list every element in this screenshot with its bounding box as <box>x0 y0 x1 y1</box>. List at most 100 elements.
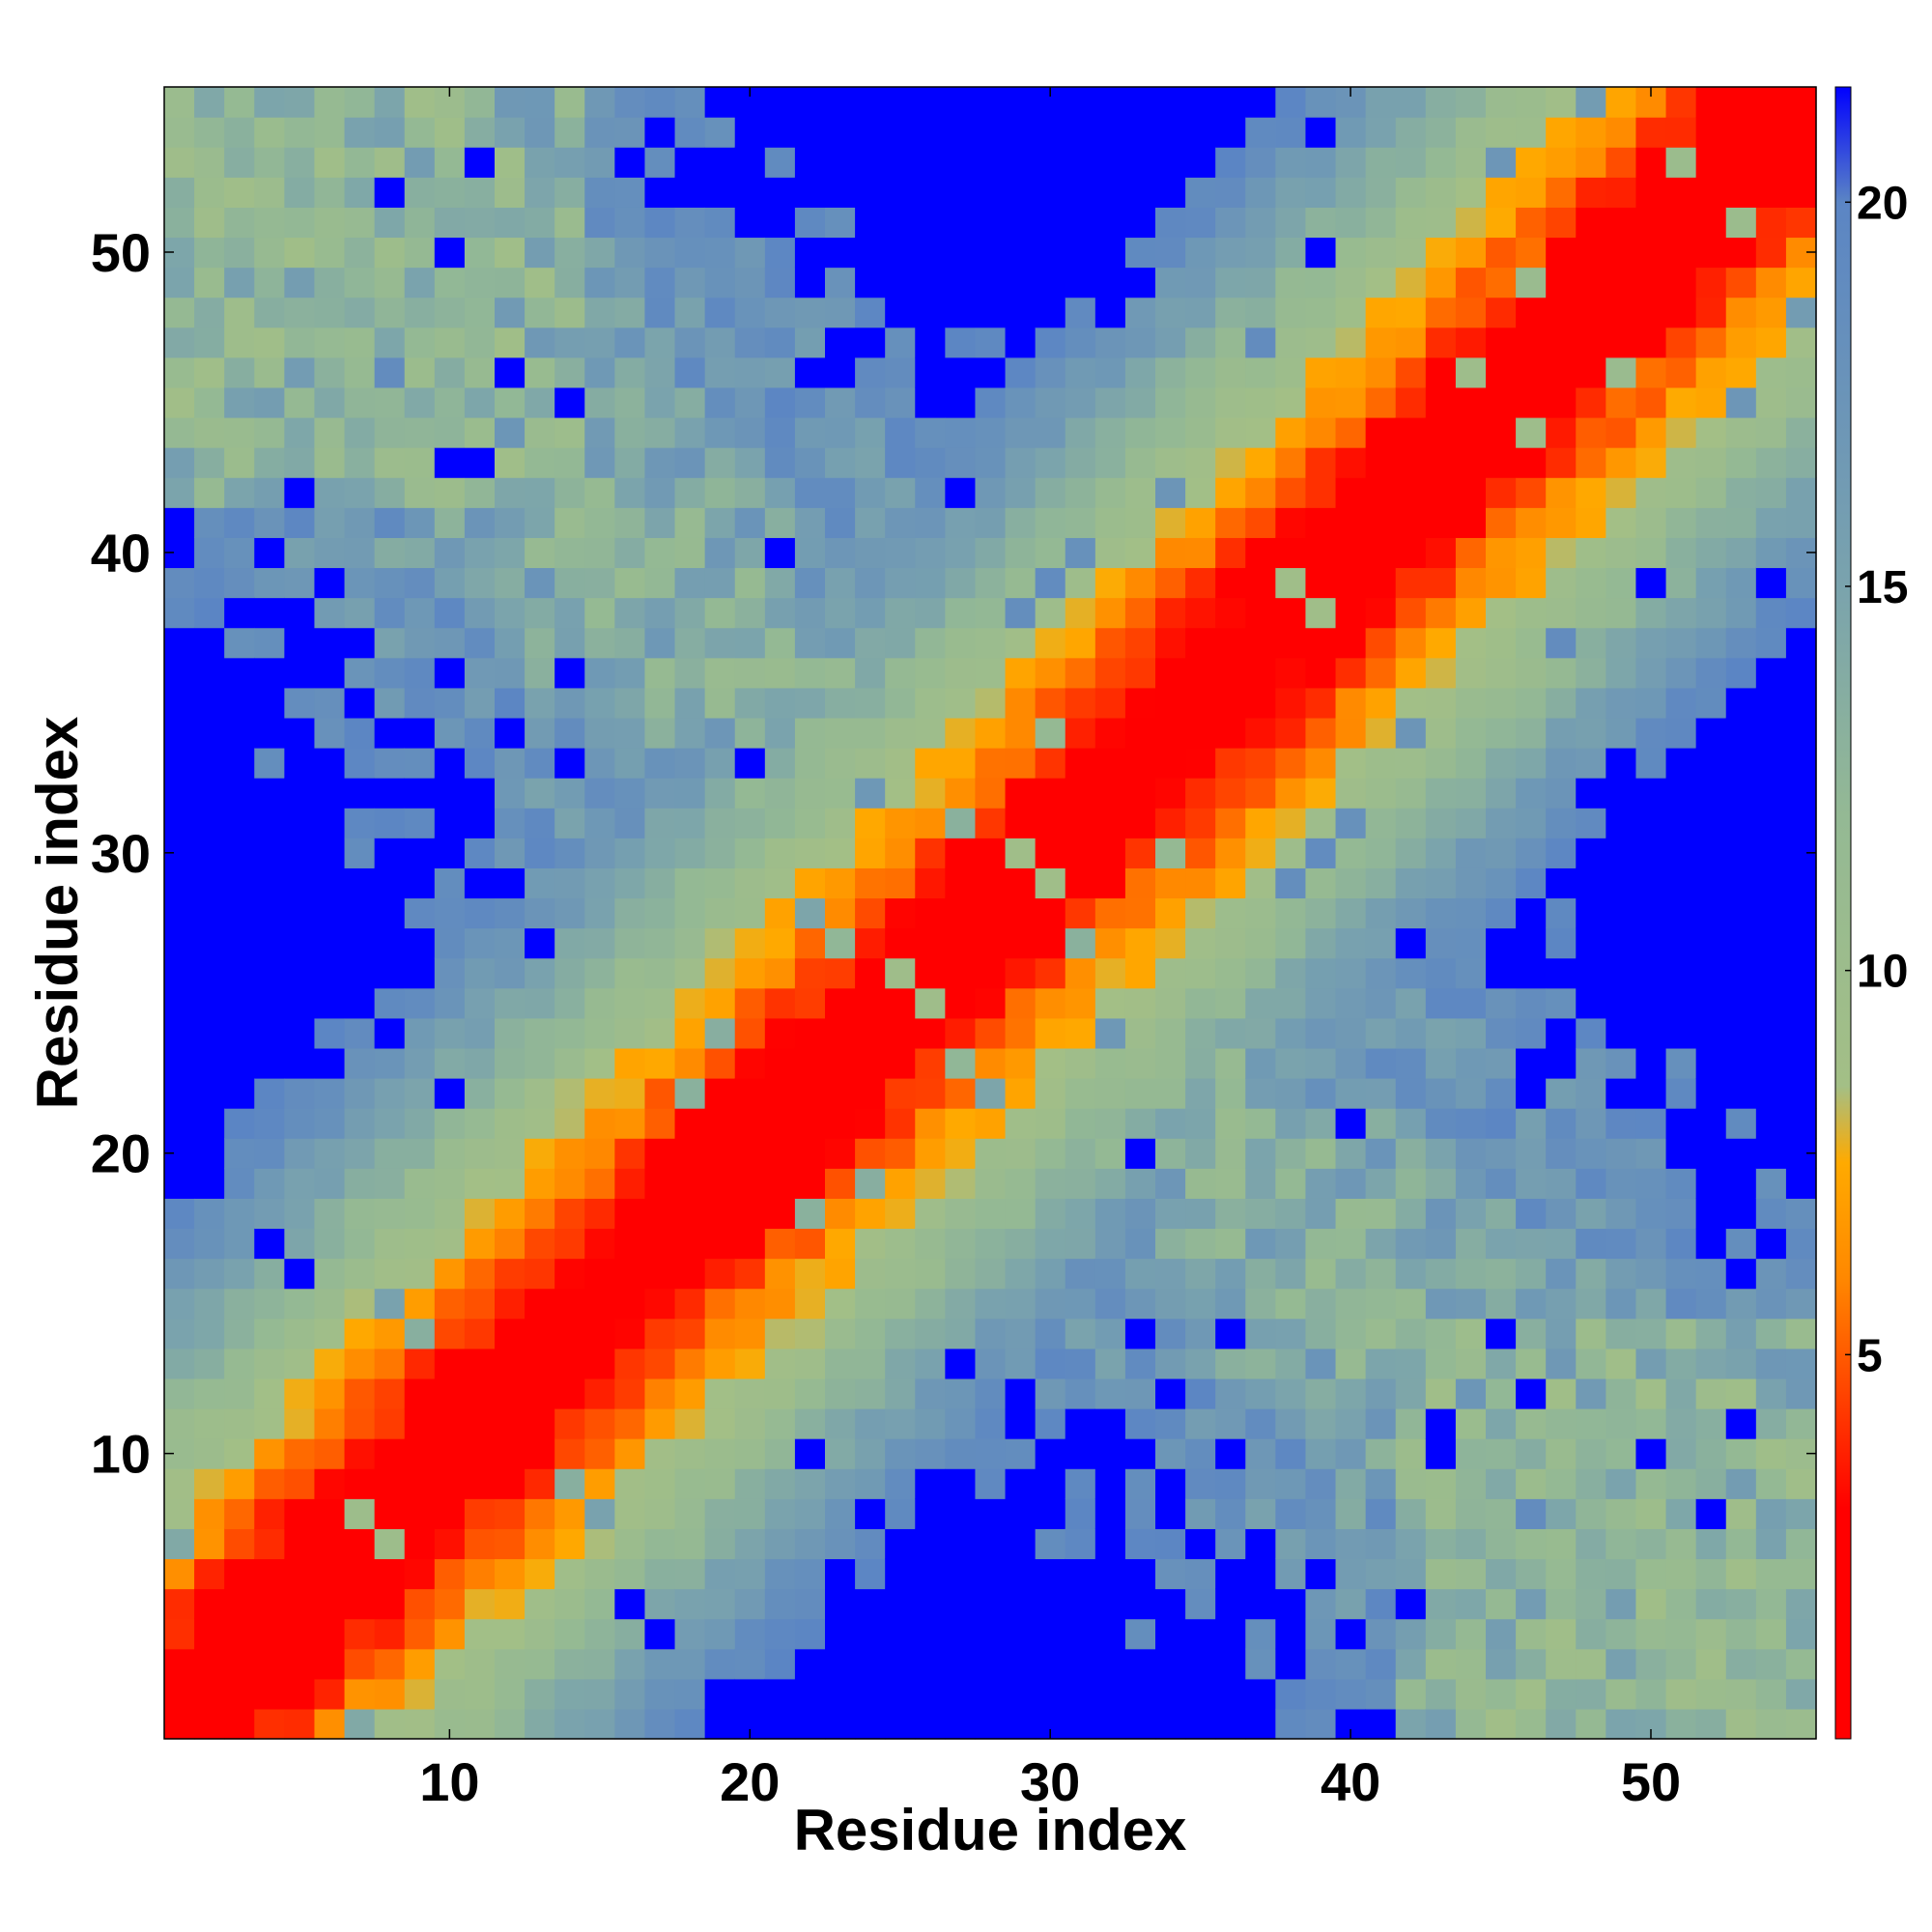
heatmap-cell <box>525 1348 555 1379</box>
heatmap-cell <box>584 657 615 689</box>
heatmap-cell <box>1005 1378 1037 1409</box>
heatmap-cell <box>915 1468 946 1499</box>
heatmap-cell <box>1155 1588 1186 1620</box>
heatmap-cell <box>734 1108 766 1139</box>
heatmap-cell <box>495 1047 526 1079</box>
heatmap-cell <box>885 897 916 929</box>
heatmap-cell <box>704 657 736 689</box>
heatmap-cell <box>734 778 766 809</box>
heatmap-cell <box>1785 267 1817 298</box>
heatmap-cell <box>1486 1228 1517 1260</box>
heatmap-cell <box>1546 147 1577 178</box>
heatmap-cell <box>1695 1378 1727 1409</box>
heatmap-cell <box>1546 1588 1577 1620</box>
heatmap-cell <box>1486 417 1517 448</box>
heatmap-cell <box>584 207 615 239</box>
heatmap-cell <box>1035 838 1066 868</box>
heatmap-cell <box>495 1648 526 1680</box>
heatmap-cell <box>554 627 585 659</box>
heatmap-cell <box>464 327 496 358</box>
heatmap-cell <box>1395 207 1427 239</box>
heatmap-cell <box>674 687 706 719</box>
heatmap-cell <box>1635 1228 1667 1260</box>
heatmap-cell <box>1725 327 1757 358</box>
heatmap-cell <box>1215 447 1246 478</box>
heatmap-cell <box>915 447 946 478</box>
heatmap-cell <box>1035 627 1066 659</box>
heatmap-cell <box>164 267 195 298</box>
heatmap-cell <box>1425 778 1457 809</box>
heatmap-cell <box>1755 927 1787 959</box>
heatmap-cell <box>1215 356 1246 388</box>
heatmap-cell <box>1245 1138 1276 1169</box>
heatmap-cell <box>404 778 436 809</box>
heatmap-cell <box>1124 417 1156 448</box>
heatmap-cell <box>1335 1288 1367 1320</box>
heatmap-cell <box>825 507 856 538</box>
heatmap-cell <box>704 687 736 719</box>
heatmap-cell <box>1395 1138 1427 1169</box>
heatmap-cell <box>525 1108 555 1139</box>
heatmap-cell <box>404 567 436 599</box>
heatmap-cell <box>1785 147 1817 178</box>
heatmap-cell <box>975 386 1007 418</box>
heatmap-cell <box>224 897 255 929</box>
heatmap-cell <box>254 1648 285 1680</box>
heatmap-cell <box>1785 477 1817 508</box>
heatmap-cell <box>825 87 856 118</box>
heatmap-cell <box>1155 1288 1186 1320</box>
heatmap-cell <box>1785 207 1817 239</box>
heatmap-cell <box>194 1528 225 1560</box>
heatmap-cell <box>344 957 376 989</box>
heatmap-cell <box>885 417 916 448</box>
heatmap-cell <box>674 356 706 388</box>
heatmap-cell <box>1005 1588 1037 1620</box>
heatmap-cell <box>1755 537 1787 569</box>
heatmap-cell <box>1546 1408 1577 1439</box>
heatmap-cell <box>1546 957 1577 989</box>
heatmap-cell <box>734 1017 766 1049</box>
heatmap-cell <box>1605 1288 1637 1320</box>
heatmap-cell <box>404 327 436 358</box>
heatmap-cell <box>734 1078 766 1109</box>
heatmap-cell <box>254 1588 285 1620</box>
heatmap-cell <box>1305 567 1337 599</box>
heatmap-cell <box>1365 1528 1397 1560</box>
heatmap-cell <box>344 1468 376 1499</box>
heatmap-cell <box>1335 207 1367 239</box>
heatmap-cell <box>1245 867 1276 899</box>
heatmap-cell <box>1486 627 1517 659</box>
heatmap-cell <box>1725 627 1757 659</box>
heatmap-cell <box>1785 1318 1817 1350</box>
heatmap-cell <box>1065 627 1096 659</box>
y-tick-label: 50 <box>91 222 151 283</box>
heatmap-cell <box>734 1678 766 1710</box>
heatmap-cell <box>344 297 376 328</box>
heatmap-cell <box>734 838 766 868</box>
heatmap-cell <box>374 1498 406 1529</box>
heatmap-cell <box>1185 1378 1216 1409</box>
heatmap-cell <box>254 957 285 989</box>
heatmap-cell <box>915 207 946 239</box>
heatmap-cell <box>614 1288 646 1320</box>
heatmap-cell <box>1275 447 1307 478</box>
heatmap-cell <box>794 1498 826 1529</box>
heatmap-cell <box>1155 1558 1186 1590</box>
heatmap-cell <box>1665 1168 1697 1199</box>
heatmap-cell <box>855 1708 886 1740</box>
heatmap-cell <box>1755 147 1787 178</box>
heatmap-cell <box>1305 1047 1337 1079</box>
heatmap-cell <box>434 1047 466 1079</box>
heatmap-cell <box>1005 808 1037 838</box>
heatmap-cell <box>704 207 736 239</box>
heatmap-cell <box>1695 1468 1727 1499</box>
heatmap-cell <box>1695 1047 1727 1079</box>
heatmap-cell <box>164 1378 195 1409</box>
heatmap-cell <box>1065 1078 1096 1109</box>
heatmap-cell <box>404 627 436 659</box>
heatmap-cell <box>1755 1498 1787 1529</box>
heatmap-cell <box>525 1528 555 1560</box>
heatmap-cell <box>1516 1017 1547 1049</box>
heatmap-cell <box>464 477 496 508</box>
